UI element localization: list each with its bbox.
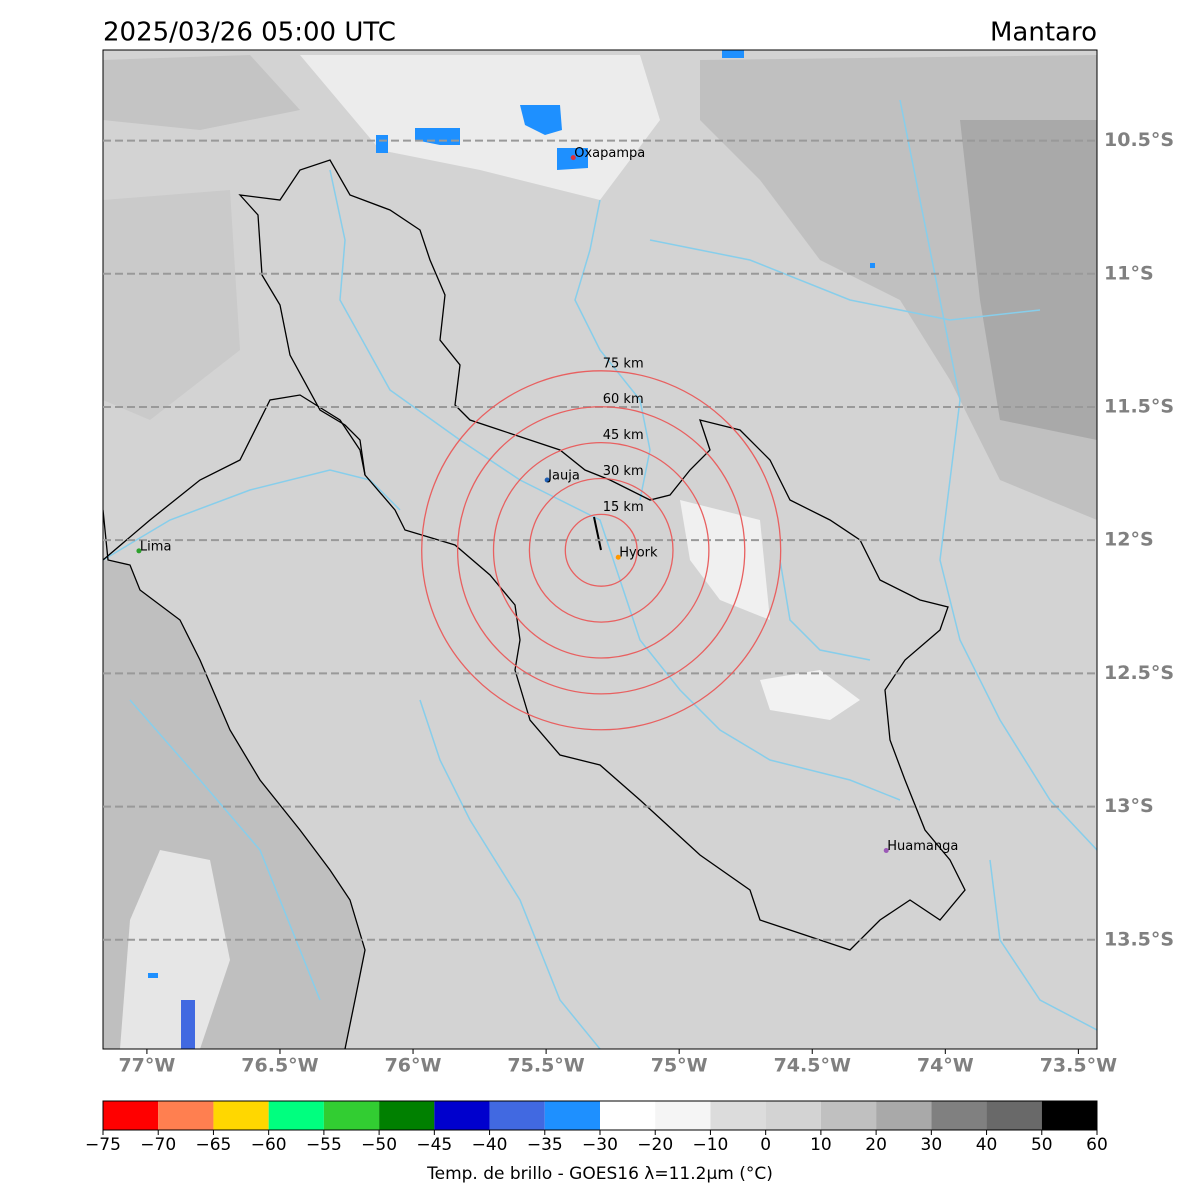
colorbar-segment bbox=[600, 1101, 656, 1130]
colorbar-segment bbox=[820, 1101, 877, 1130]
colorbar-segment bbox=[489, 1101, 545, 1130]
colorbar-tick-label: −35 bbox=[527, 1135, 563, 1155]
city-label: Jauja bbox=[547, 468, 580, 483]
colorbar-tick-label: 60 bbox=[1086, 1135, 1108, 1155]
region-name: Mantaro bbox=[990, 18, 1097, 48]
colorbar-tick-label: 30 bbox=[921, 1135, 943, 1155]
y-tick-label: 11°S bbox=[1104, 262, 1154, 284]
x-tick-label: 74°W bbox=[917, 1055, 974, 1077]
colorbar-segment bbox=[931, 1101, 987, 1130]
colorbar-segment bbox=[434, 1101, 490, 1130]
colorbar-tick-label: −10 bbox=[692, 1135, 728, 1155]
city-marker bbox=[615, 554, 621, 560]
colorbar-tick-label: 0 bbox=[760, 1135, 771, 1155]
colorbar-tick-label: −40 bbox=[472, 1135, 508, 1155]
colorbar-segment bbox=[158, 1101, 214, 1130]
y-tick-label: 12°S bbox=[1104, 529, 1154, 551]
range-ring-label: 15 km bbox=[603, 500, 644, 515]
city-label: Oxapampa bbox=[574, 146, 645, 161]
x-tick-label: 76.5°W bbox=[241, 1055, 318, 1077]
colorbar-tick-label: 40 bbox=[976, 1135, 998, 1155]
city-marker bbox=[570, 155, 576, 161]
x-tick-label: 74.5°W bbox=[774, 1055, 851, 1077]
y-tick-label: 13°S bbox=[1104, 795, 1154, 817]
colorbar-tick-label: −50 bbox=[361, 1135, 397, 1155]
colorbar-tick-label: −20 bbox=[637, 1135, 673, 1155]
x-tick-label: 73.5°W bbox=[1040, 1055, 1117, 1077]
colorbar-segment bbox=[544, 1101, 600, 1130]
colorbar-segment bbox=[1041, 1101, 1097, 1130]
city-marker bbox=[883, 848, 889, 854]
city-marker bbox=[544, 477, 550, 483]
y-tick-label: 12.5°S bbox=[1104, 662, 1174, 684]
x-tick-label: 77°W bbox=[118, 1055, 175, 1077]
colorbar-segment bbox=[710, 1101, 766, 1130]
range-ring-label: 45 km bbox=[603, 428, 644, 443]
city-label: Lima bbox=[140, 539, 171, 554]
range-ring-label: 75 km bbox=[603, 356, 644, 371]
y-tick-label: 11.5°S bbox=[1104, 395, 1174, 417]
colorbar-tick-label: −45 bbox=[416, 1135, 452, 1155]
x-tick-label: 75.5°W bbox=[507, 1055, 584, 1077]
city-label: Huamanga bbox=[887, 839, 958, 854]
x-tick-label: 76°W bbox=[385, 1055, 442, 1077]
colorbar-segment bbox=[765, 1101, 821, 1130]
colorbar-tick-label: −55 bbox=[306, 1135, 342, 1155]
range-ring-label: 30 km bbox=[603, 464, 644, 479]
x-tick-label: 75°W bbox=[651, 1055, 708, 1077]
colorbar-tick-label: 20 bbox=[865, 1135, 887, 1155]
colorbar-tick-label: −30 bbox=[582, 1135, 618, 1155]
range-ring bbox=[456, 406, 746, 695]
colorbar-segment bbox=[103, 1101, 159, 1130]
colorbar-segment bbox=[213, 1101, 269, 1130]
y-tick-label: 10.5°S bbox=[1104, 129, 1174, 151]
map-background bbox=[103, 50, 1097, 1049]
title: 2025/03/26 05:00 UTC bbox=[103, 18, 396, 48]
y-tick-label: 13.5°S bbox=[1104, 928, 1174, 950]
colorbar-tick-label: 50 bbox=[1031, 1135, 1053, 1155]
map-frame bbox=[102, 49, 1098, 1050]
colorbar-segment bbox=[655, 1101, 711, 1130]
range-ring bbox=[492, 441, 710, 659]
range-ring bbox=[528, 477, 674, 623]
colorbar-segment bbox=[268, 1101, 324, 1130]
colorbar-tick-label: 10 bbox=[810, 1135, 832, 1155]
colorbar-segment bbox=[379, 1101, 435, 1130]
colorbar-tick-label: −60 bbox=[251, 1135, 287, 1155]
colorbar-tick-label: −65 bbox=[195, 1135, 231, 1155]
colorbar-tick-label: −70 bbox=[140, 1135, 176, 1155]
range-ring bbox=[564, 513, 638, 587]
colorbar-segment bbox=[323, 1101, 380, 1130]
range-ring-label: 60 km bbox=[603, 392, 644, 407]
colorbar-segment bbox=[876, 1101, 932, 1130]
city-label: Hyork bbox=[619, 546, 658, 561]
colorbar-tick-label: −75 bbox=[85, 1135, 121, 1155]
colorbar-segment bbox=[986, 1101, 1042, 1130]
range-ring bbox=[421, 370, 782, 731]
colorbar-label: Temp. de brillo - GOES16 λ=11.2μm (°C) bbox=[426, 1164, 773, 1184]
city-marker bbox=[136, 548, 142, 554]
